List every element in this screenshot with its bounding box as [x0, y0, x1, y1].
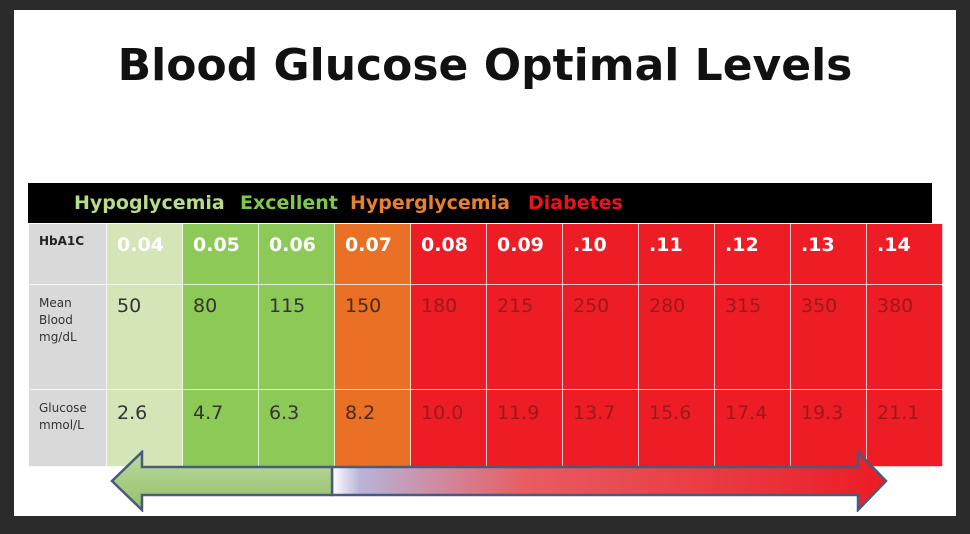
mean-blood-cell: 150 [334, 284, 411, 390]
mean-blood-cell: 115 [258, 284, 335, 390]
hba1c-cell: 0.04 [106, 223, 183, 285]
hba1c-cell: .10 [562, 223, 639, 285]
mean-blood-label-line: Blood [39, 313, 73, 327]
glucose-table: HbA1C 0.04 0.05 0.06 0.07 0.08 0.09 .10 … [28, 223, 943, 467]
glucose-cell: 11.9 [486, 389, 563, 467]
hba1c-cell: 0.06 [258, 223, 335, 285]
glucose-cell: 19.3 [790, 389, 867, 467]
page-title: Blood Glucose Optimal Levels [117, 40, 853, 91]
glucose-label: Glucose mmol/L [28, 389, 107, 467]
mean-blood-cell: 380 [866, 284, 943, 390]
glucose-cell: 17.4 [714, 389, 791, 467]
legend-excellent: Excellent [240, 192, 338, 214]
hba1c-cell: .11 [638, 223, 715, 285]
slide: Blood Glucose Optimal Levels Hypoglycemi… [14, 10, 956, 516]
glucose-label-line: mmol/L [39, 418, 84, 432]
legend-hyperglycemia: Hyperglycemia [350, 192, 510, 214]
range-arrow-icon [110, 450, 888, 512]
mean-blood-cell: 180 [410, 284, 487, 390]
hba1c-cell: 0.09 [486, 223, 563, 285]
mean-blood-cell: 250 [562, 284, 639, 390]
hba1c-cell: .14 [866, 223, 943, 285]
glucose-row: Glucose mmol/L 2.6 4.7 6.3 8.2 10.0 11.9… [28, 389, 943, 467]
mean-blood-cell: 80 [182, 284, 259, 390]
mean-blood-label-line: mg/dL [39, 330, 77, 344]
mean-blood-cell: 315 [714, 284, 791, 390]
mean-blood-cell: 280 [638, 284, 715, 390]
glucose-cell: 13.7 [562, 389, 639, 467]
hba1c-label: HbA1C [28, 223, 107, 285]
glucose-cell: 15.6 [638, 389, 715, 467]
hba1c-row: HbA1C 0.04 0.05 0.06 0.07 0.08 0.09 .10 … [28, 223, 943, 285]
mean-blood-label-line: Mean [39, 296, 72, 310]
glucose-cell: 2.6 [106, 389, 183, 467]
glucose-cell: 4.7 [182, 389, 259, 467]
mean-blood-label: Mean Blood mg/dL [28, 284, 107, 390]
glucose-cell: 6.3 [258, 389, 335, 467]
mean-blood-cell: 215 [486, 284, 563, 390]
mean-blood-cell: 50 [106, 284, 183, 390]
hba1c-cell: .13 [790, 223, 867, 285]
legend-bar: Hypoglycemia Excellent Hyperglycemia Dia… [28, 183, 932, 223]
glucose-cell: 8.2 [334, 389, 411, 467]
legend-hypoglycemia: Hypoglycemia [74, 192, 225, 214]
glucose-cell: 21.1 [866, 389, 943, 467]
mean-blood-row: Mean Blood mg/dL 50 80 115 150 180 215 2… [28, 284, 943, 390]
glucose-label-line: Glucose [39, 401, 87, 415]
hba1c-cell: .12 [714, 223, 791, 285]
legend-diabetes: Diabetes [528, 192, 623, 214]
mean-blood-cell: 350 [790, 284, 867, 390]
hba1c-cell: 0.05 [182, 223, 259, 285]
hba1c-cell: 0.07 [334, 223, 411, 285]
hba1c-cell: 0.08 [410, 223, 487, 285]
